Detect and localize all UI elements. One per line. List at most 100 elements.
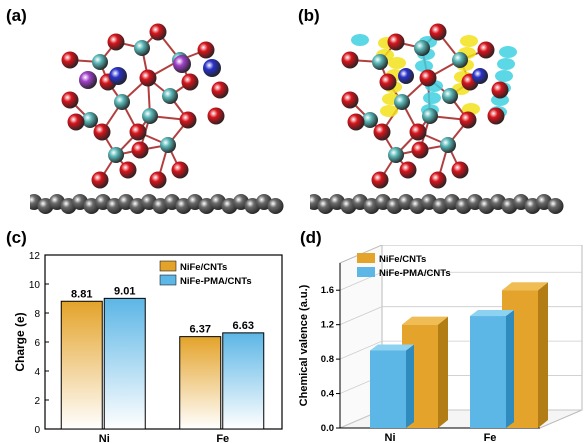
- data-label: 6.63: [233, 320, 254, 332]
- oxygen-atom: [211, 81, 229, 99]
- data-label: 6.37: [190, 324, 211, 336]
- y-tick-label: 2: [34, 396, 40, 407]
- oxygen-atom: [373, 123, 391, 141]
- y-tick-label: 1.2: [321, 320, 334, 331]
- oxygen-atom: [387, 33, 405, 51]
- isosurface-lobe: [495, 70, 513, 82]
- isosurface-lobe: [388, 57, 406, 69]
- data-label: 8.81: [71, 288, 92, 300]
- y-axis-label: Chemical valence (a.u.): [298, 284, 310, 406]
- x-tick-label: Fe: [484, 432, 497, 443]
- x-tick-label: Ni: [385, 432, 396, 443]
- oxygen-atom: [179, 111, 197, 129]
- oxygen-atom: [487, 107, 505, 125]
- bar-ni-orange-side: [438, 316, 448, 428]
- metal-atom: [414, 40, 430, 56]
- metal-atom: [388, 147, 404, 163]
- oxygen-atom: [451, 161, 469, 179]
- metal-atom: [452, 52, 468, 68]
- metal-atom: [372, 54, 388, 70]
- carbon-atom: [547, 198, 564, 214]
- oxygen-atom: [419, 69, 437, 87]
- oxygen-atom: [129, 123, 147, 141]
- legend-label: NiFe-PMA/CNTs: [180, 276, 252, 287]
- bar-fe-orange-side: [538, 282, 548, 428]
- oxygen-atom: [61, 91, 79, 109]
- carbon-atom: [267, 198, 284, 214]
- legend-swatch: [357, 267, 375, 277]
- metal-atom: [162, 88, 178, 104]
- oxygen-atom: [61, 51, 79, 69]
- metal-atom: [92, 54, 108, 70]
- bar-fe-blue-top: [470, 310, 514, 317]
- y-axis-label: Charge (e): [13, 312, 27, 371]
- y-tick-label: 0: [34, 425, 40, 436]
- oxygen-atom: [341, 91, 359, 109]
- y-tick-label: 10: [29, 280, 41, 291]
- oxygen-atom: [409, 123, 427, 141]
- y-tick-label: 1.6: [321, 285, 334, 296]
- oxygen-atom: [371, 171, 389, 189]
- bar-fe-0: [179, 336, 222, 430]
- panel-label-c: (c): [6, 228, 27, 247]
- metal-atom: [82, 112, 98, 128]
- metal-atom: [160, 137, 176, 153]
- isosurface-lobe: [351, 34, 369, 46]
- carbon-sheet: [310, 194, 564, 214]
- bar-ni-1: [103, 297, 146, 430]
- oxygen-atom: [67, 113, 85, 131]
- y-tick-label: 12: [29, 251, 41, 262]
- oxygen-atom: [139, 69, 157, 87]
- carbon-sheet: [30, 194, 284, 214]
- nitrogen-atom: [109, 67, 127, 85]
- nitrogen-atom: [398, 68, 414, 84]
- isosurface-lobe: [423, 92, 441, 104]
- metal-atom: [142, 108, 158, 124]
- isosurface-lobe: [499, 46, 517, 58]
- metal-atom: [134, 40, 150, 56]
- bar-fe-blue-side: [506, 310, 514, 428]
- y-tick-label: 6: [34, 338, 40, 349]
- oxygen-atom: [207, 107, 225, 125]
- oxygen-atom: [171, 161, 189, 179]
- panel-label-b: (b): [298, 6, 320, 25]
- phosphorus-atom: [173, 55, 191, 73]
- legend-swatch: [159, 260, 177, 272]
- oxygen-atom: [459, 111, 477, 129]
- panel-label-a: (a): [6, 6, 27, 25]
- legend-swatch: [159, 274, 177, 286]
- legend-label: NiFe/CNTs: [180, 262, 227, 273]
- bar-fe-blue: [470, 316, 506, 428]
- oxygen-atom: [429, 23, 447, 41]
- legend-swatch: [357, 253, 375, 263]
- metal-atom: [440, 137, 456, 153]
- structure-image-a: [30, 23, 284, 214]
- oxygen-atom: [131, 141, 149, 159]
- metal-atom: [442, 88, 458, 104]
- oxygen-atom: [149, 171, 167, 189]
- isosurface-lobe: [380, 105, 398, 117]
- bar-ni-blue-top: [370, 344, 414, 351]
- isosurface-lobe: [415, 60, 433, 72]
- oxygen-atom: [347, 113, 365, 131]
- oxygen-atom: [379, 73, 397, 91]
- nitrogen-atom: [472, 68, 488, 84]
- oxygen-atom: [491, 81, 509, 99]
- oxygen-atom: [477, 41, 495, 59]
- oxygen-atom: [411, 141, 429, 159]
- legend-label: NiFe-PMA/CNTs: [379, 268, 451, 279]
- oxygen-atom: [107, 33, 125, 51]
- y-tick-label: 0.4: [321, 389, 335, 400]
- y-tick-label: 0.0: [321, 423, 334, 434]
- oxygen-atom: [429, 171, 447, 189]
- oxygen-atom: [119, 161, 137, 179]
- x-tick-label: Ni: [99, 433, 110, 443]
- oxygen-atom: [149, 23, 167, 41]
- metal-atom: [422, 108, 438, 124]
- y-tick-label: 8: [34, 309, 40, 320]
- x-tick-label: Fe: [216, 433, 229, 443]
- structure-image-b: [310, 23, 564, 214]
- oxygen-atom: [91, 171, 109, 189]
- legend-label: NiFe/CNTs: [379, 254, 426, 265]
